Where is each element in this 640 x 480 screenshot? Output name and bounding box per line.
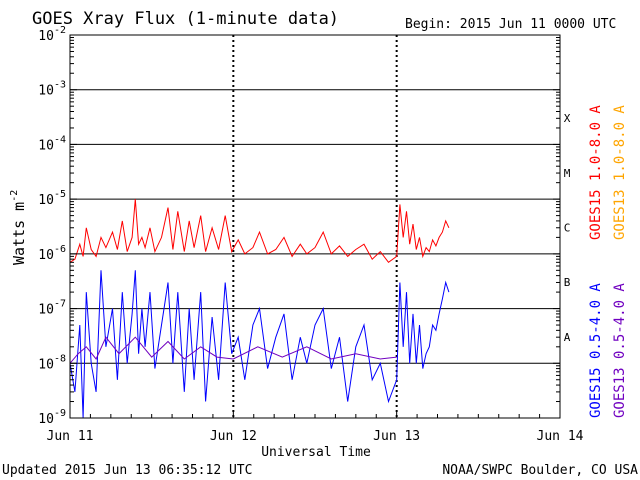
y-tick-base: 10 <box>38 303 54 318</box>
y-tick-exp: -5 <box>54 189 66 200</box>
y-tick-label: 10-9 <box>38 408 66 427</box>
y-tick-exp: -7 <box>54 299 66 310</box>
x-tick-label: Jun 11 <box>47 429 94 444</box>
y-tick-base: 10 <box>38 193 54 208</box>
y-tick-label: 10-4 <box>38 134 66 153</box>
series-goes15_short <box>69 270 450 419</box>
x-tick-label: Jun 12 <box>210 429 257 444</box>
x-tick-label: Jun 14 <box>537 429 584 444</box>
flare-class-labels: A B C M X <box>564 112 571 344</box>
updated-label: Updated 2015 Jun 13 06:35:12 UTC <box>2 463 252 478</box>
y-tick-base: 10 <box>38 357 54 372</box>
y-tick-exp: -6 <box>54 244 66 255</box>
y-tick-exp: -2 <box>54 25 66 36</box>
y-tick-label: 10-8 <box>38 353 66 372</box>
y-axis-title: Watts m-2 <box>9 190 28 265</box>
y-tick-exp: -9 <box>54 408 66 419</box>
chart-title: GOES Xray Flux (1-minute data) <box>32 9 339 29</box>
y-tick-label: 10-3 <box>38 80 66 99</box>
y-tick-label: 10-6 <box>38 244 66 263</box>
plot-frame <box>69 34 561 419</box>
y-axis-label: Watts m <box>10 202 28 265</box>
x-axis-title: Universal Time <box>261 445 371 460</box>
y-axis: 10-910-810-710-610-510-410-310-2 <box>38 25 560 427</box>
svg-text:Watts m-2: Watts m-2 <box>9 190 28 265</box>
x-tick-label: Jun 13 <box>373 429 420 444</box>
series-goes15_long <box>69 199 450 263</box>
y-axis-label-sup: -2 <box>9 190 20 202</box>
flare-class-X: X <box>564 112 571 125</box>
x-axis: Jun 11 Jun 12 Jun 13 Jun 14 <box>47 410 584 444</box>
begin-label: Begin: 2015 Jun 11 0000 UTC <box>405 17 616 32</box>
legend: GOES15 1.0-8.0 A GOES13 1.0-8.0 A GOES15… <box>588 105 628 418</box>
y-tick-base: 10 <box>38 29 54 44</box>
legend-goes13-long: GOES13 1.0-8.0 A <box>612 105 628 240</box>
y-tick-label: 10-2 <box>38 25 66 44</box>
legend-goes13-short: GOES13 0.5-4.0 A <box>612 283 628 418</box>
series-layer <box>69 199 450 419</box>
y-tick-base: 10 <box>38 138 54 153</box>
flare-class-B: B <box>564 276 571 289</box>
y-tick-label: 10-5 <box>38 189 66 208</box>
flare-class-M: M <box>564 167 571 180</box>
flare-class-C: C <box>564 222 571 235</box>
legend-goes15-short: GOES15 0.5-4.0 A <box>588 283 604 418</box>
legend-goes15-long: GOES15 1.0-8.0 A <box>588 105 604 240</box>
y-tick-base: 10 <box>38 248 54 263</box>
y-tick-exp: -4 <box>54 134 66 145</box>
gridlines <box>70 35 560 418</box>
flare-class-A: A <box>564 331 571 344</box>
y-tick-base: 10 <box>38 84 54 99</box>
y-tick-exp: -8 <box>54 353 66 364</box>
source-label: NOAA/SWPC Boulder, CO USA <box>442 463 638 478</box>
series-goes13_short <box>69 336 397 364</box>
y-tick-exp: -3 <box>54 80 66 91</box>
y-tick-base: 10 <box>38 412 54 427</box>
y-tick-label: 10-7 <box>38 299 66 318</box>
